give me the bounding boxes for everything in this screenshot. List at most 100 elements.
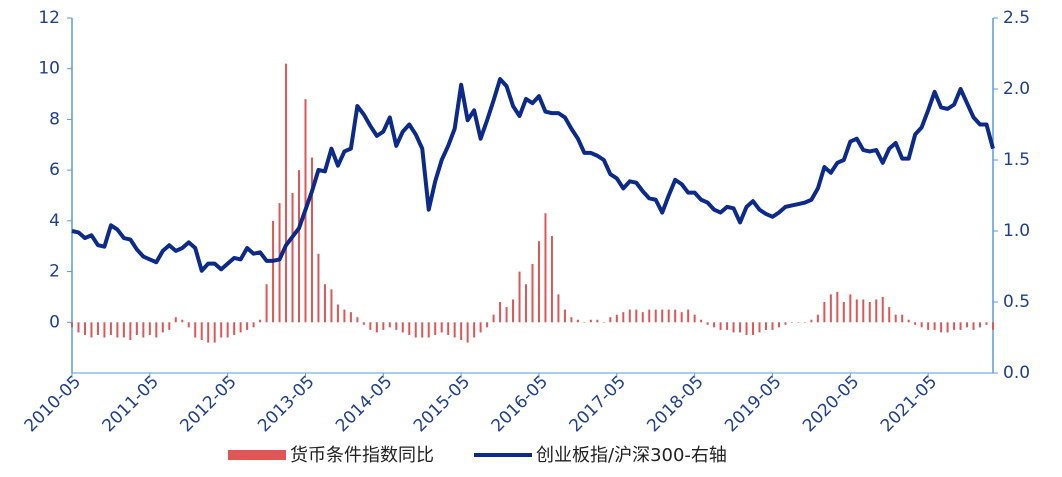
bar [739, 322, 742, 333]
bar [654, 309, 657, 323]
bar [687, 309, 690, 323]
bar [901, 314, 904, 323]
y2-tick-label: 2.0 [1003, 79, 1030, 99]
bar [161, 322, 164, 333]
bar [933, 322, 936, 330]
bar [920, 322, 923, 328]
x-tick-label: 2015-05 [410, 372, 474, 436]
bar [537, 241, 540, 323]
bar [525, 284, 528, 323]
bar [135, 322, 138, 335]
y-tick-label: 6 [49, 160, 60, 180]
bar [473, 322, 476, 338]
bar [434, 322, 437, 335]
bar [589, 319, 592, 323]
bar [239, 322, 242, 333]
y-tick-label: 8 [49, 109, 60, 129]
bar [486, 322, 489, 328]
bar [323, 284, 326, 323]
x-tick-label: 2012-05 [176, 372, 240, 436]
bar [285, 63, 288, 323]
bar [453, 322, 456, 338]
bar [187, 322, 190, 328]
y-tick-label: 0 [49, 312, 60, 332]
bar [369, 322, 372, 330]
bar [220, 322, 223, 338]
bar [927, 322, 930, 330]
bar [116, 322, 119, 338]
bar [77, 322, 80, 333]
x-tick-label: 2020-05 [799, 372, 863, 436]
bar [966, 322, 969, 328]
bar [349, 312, 352, 323]
y-tick-label: 2 [49, 262, 60, 282]
bar [356, 317, 359, 323]
bar [855, 299, 858, 323]
bar [531, 263, 534, 323]
bar [985, 322, 988, 325]
bar [155, 322, 158, 338]
bar [213, 322, 216, 343]
bar [90, 322, 93, 338]
bar [823, 302, 826, 323]
y2-tick-label: 2.5 [1003, 8, 1030, 28]
bar [252, 322, 255, 328]
y2-tick-label: 0.5 [1003, 292, 1030, 312]
bar [246, 322, 249, 330]
bar [583, 322, 586, 323]
bar [635, 309, 638, 323]
bar [272, 220, 275, 323]
bar [336, 304, 339, 323]
bar [544, 213, 547, 323]
bar [790, 322, 793, 323]
legend-swatch [228, 450, 286, 460]
bar [512, 299, 515, 323]
bar [427, 322, 430, 338]
bar [570, 317, 573, 323]
bar [894, 314, 897, 323]
y-tick-label: 12 [38, 8, 60, 28]
bar [836, 291, 839, 323]
bar [317, 253, 320, 323]
bar [200, 322, 203, 341]
bar [375, 322, 378, 333]
bar [122, 322, 125, 338]
x-tick-label: 2011-05 [99, 372, 163, 436]
bar [466, 322, 469, 343]
bar [310, 157, 313, 323]
bar [505, 307, 508, 323]
bar [745, 322, 748, 335]
bar [278, 203, 281, 323]
bar [641, 312, 644, 323]
bar [674, 309, 677, 323]
bar [71, 322, 73, 328]
bar [907, 319, 910, 323]
bar [401, 322, 404, 333]
bar [803, 322, 806, 323]
bar [862, 299, 865, 323]
bar [732, 322, 735, 333]
bar [680, 312, 683, 323]
legend-label: 创业板指/沪深300-右轴 [536, 445, 727, 466]
y-tick-label: 10 [38, 59, 60, 79]
bar [758, 322, 761, 333]
bar [700, 319, 703, 323]
bar [992, 322, 994, 330]
bar [492, 314, 495, 323]
bar [362, 322, 365, 325]
bar [777, 322, 780, 328]
bar [181, 319, 184, 323]
bar [959, 322, 962, 330]
x-tick-label: 2016-05 [488, 372, 552, 436]
x-tick-label: 2018-05 [643, 372, 707, 436]
bar [343, 309, 346, 323]
bar [752, 322, 755, 335]
bar [784, 322, 787, 325]
bar [460, 322, 463, 341]
x-tick-label: 2021-05 [877, 372, 941, 436]
bar [563, 309, 566, 323]
bar [946, 322, 949, 333]
bar [265, 284, 268, 323]
bar [602, 322, 605, 323]
x-tick-label: 2013-05 [254, 372, 318, 436]
